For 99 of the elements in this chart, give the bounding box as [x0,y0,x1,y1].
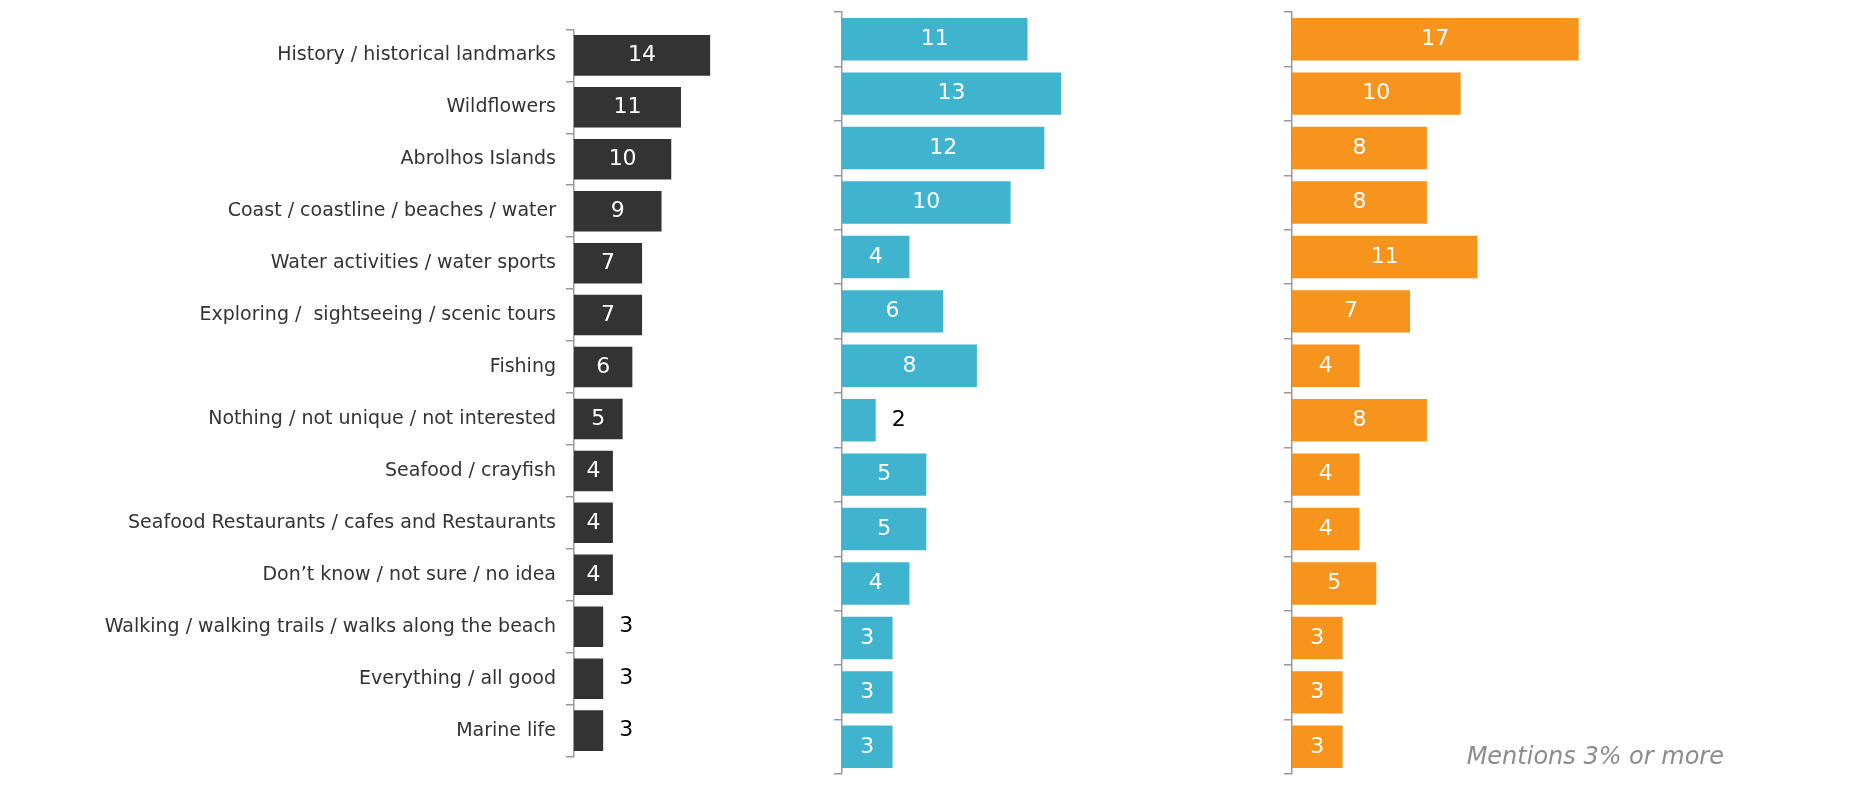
bar [1292,507,1360,551]
y-tick-label: Exploring / sightseeing / scenic tours [199,302,556,325]
bar [842,17,1028,61]
bar [574,242,643,284]
data-label: 10 [912,188,941,214]
data-label: 3 [1310,732,1325,758]
bar [842,507,927,551]
data-label: 10 [1362,79,1391,105]
bar [574,398,623,440]
bar [574,606,604,647]
bar [574,502,613,544]
bar [842,398,876,442]
y-tick-label: Coast / coastline / beaches / water [227,198,557,221]
bar [1292,671,1343,714]
bar [1292,398,1427,442]
annotation: Mentions 3% or more [1466,742,1724,771]
data-label: 11 [920,24,949,50]
data-label: 13 [937,79,966,105]
data-label: 17 [1421,24,1450,50]
bar [1292,181,1427,224]
bar [1292,17,1579,61]
data-label: 7 [601,248,616,274]
bar [842,616,893,660]
bar [574,346,633,388]
data-label: 6 [885,297,900,323]
bar [574,190,662,232]
data-label: 7 [601,300,616,326]
bar [842,126,1045,170]
y-tick-label: Walking / walking trails / walks along the beach [104,613,556,636]
data-label: 5 [877,460,892,486]
y-tick-label: Nothing / not unique / not interested [208,405,556,428]
data-label: 5 [1327,569,1342,595]
y-tick-label: Abrolhos Islands [400,146,556,169]
data-label: 5 [877,514,892,540]
y-tick-label: Marine life [456,717,556,740]
bar [842,72,1062,115]
data-label: 3 [1310,623,1325,649]
bar [574,294,643,336]
bar [1292,616,1343,660]
data-label: 3 [860,678,875,704]
bar [1292,126,1427,170]
data-label: 3 [619,612,634,638]
bar [1292,235,1478,279]
bar [1292,562,1377,605]
bar [574,710,604,751]
bar [1292,344,1360,388]
y-tick-label: Water activities / water sports [270,250,556,273]
bar [574,35,711,76]
data-label: 4 [1318,514,1333,540]
bar [842,671,893,714]
data-label: 2 [891,405,906,431]
y-tick-label: Fishing [489,353,556,376]
data-label: 10 [608,144,637,170]
data-label: 8 [902,351,917,377]
data-label: 4 [586,560,601,586]
data-label: 9 [610,196,625,222]
data-label: 12 [929,133,958,159]
bar [574,554,613,596]
y-tick-label: Don’t know / not sure / no idea [262,561,556,584]
bar [842,235,910,279]
data-label: 3 [619,716,634,742]
y-tick-label: Wildflowers [446,94,556,117]
bar [842,181,1011,224]
y-tick-label: Everything / all good [359,665,556,688]
data-label: 11 [613,93,642,119]
data-label: 14 [628,41,657,67]
data-label: 3 [619,664,634,690]
data-label: 4 [868,569,883,595]
data-label: 4 [586,508,601,534]
bar [842,344,977,388]
y-tick-label: History / historical landmarks [277,42,556,65]
data-label: 5 [591,404,606,430]
bar [1292,290,1411,333]
data-label: 4 [868,242,883,268]
data-label: 7 [1344,297,1359,323]
bar [842,562,910,605]
data-label: 4 [586,456,601,482]
data-label: 4 [1318,351,1333,377]
bar [842,725,893,769]
data-label: 11 [1370,242,1399,268]
bar [574,450,613,492]
data-label: 3 [1310,678,1325,704]
data-label: 3 [860,623,875,649]
y-tick-label: Seafood / crayfish [385,457,556,480]
bar [1292,72,1461,115]
bar [574,87,681,128]
bar [574,658,604,699]
bar [842,290,944,333]
data-label: 8 [1352,405,1367,431]
bar [574,139,672,180]
data-label: 4 [1318,460,1333,486]
data-label: 3 [860,732,875,758]
bar [842,453,927,496]
y-tick-label: Seafood Restaurants / cafes and Restaurants [128,509,556,532]
data-label: 8 [1352,188,1367,214]
data-label: 6 [596,352,611,378]
bar [1292,725,1343,769]
bar [1292,453,1360,496]
data-label: 8 [1352,133,1367,159]
